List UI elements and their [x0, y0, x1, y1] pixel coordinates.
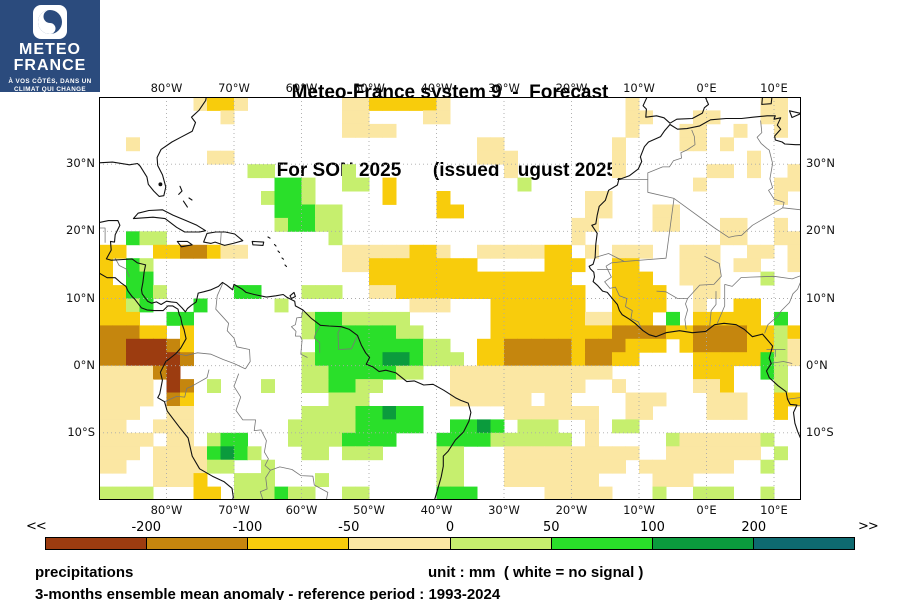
colorbar-right-arrow: >> — [858, 519, 879, 534]
lat-label-left: 30°N — [66, 156, 95, 171]
lon-label-top: 0°E — [696, 81, 717, 95]
variable-label: precipitations — [35, 564, 134, 581]
lat-label-left: 20°N — [66, 223, 95, 238]
lat-label-right: 10°S — [806, 424, 834, 439]
meteo-france-icon — [0, 4, 100, 44]
colorbar-segment-3 — [349, 538, 451, 549]
lon-label-bottom: 10°E — [760, 503, 788, 517]
colorbar-segment-5 — [551, 538, 653, 549]
lon-label-bottom: 30°W — [488, 503, 520, 517]
logo-brand-line1: METEO — [19, 41, 81, 58]
coastlines — [99, 97, 801, 500]
colorbar-tick-label: 200 — [741, 520, 767, 535]
colorbar-tick-label: -200 — [131, 520, 162, 535]
colorbar-tick-label: -50 — [338, 520, 360, 535]
lon-label-top: 50°W — [353, 81, 385, 95]
colorbar-segment-4 — [450, 538, 552, 549]
lon-label-bottom: 0°E — [696, 503, 717, 517]
lat-label-right: 0°N — [806, 357, 828, 372]
lon-label-bottom: 50°W — [353, 503, 385, 517]
colorbar-tick-label: -100 — [232, 520, 263, 535]
forecast-anomaly-map — [99, 97, 801, 500]
colorbar-left-arrow: << — [26, 519, 47, 534]
lon-label-bottom: 20°W — [555, 503, 588, 517]
lon-label-top: 70°W — [218, 81, 250, 95]
lat-label-left: 10°N — [66, 290, 95, 305]
lon-label-top: 20°W — [555, 81, 588, 95]
lat-label-right: 30°N — [806, 156, 835, 171]
map-title-line2: For SON 2025 (issued August 2025) — [276, 160, 624, 181]
country-borders — [99, 120, 801, 500]
lon-label-bottom: 40°W — [420, 503, 453, 517]
lon-label-bottom: 70°W — [218, 503, 250, 517]
unit-label: unit : mm ( white = no signal ) — [428, 564, 644, 581]
logo-tagline-line2: CLIMAT QUI CHANGE — [13, 85, 87, 93]
lon-label-top: 10°E — [760, 81, 788, 95]
colorbar-tick-label: 0 — [445, 520, 455, 535]
lat-label-right: 10°N — [806, 290, 835, 305]
colorbar-tick-label: 100 — [640, 520, 665, 535]
meteo-france-logo: METEO FRANCE À VOS CÔTÉS, DANS UN CLIMAT… — [0, 0, 100, 93]
lon-label-top: 40°W — [420, 81, 453, 95]
colorbar-segment-7 — [753, 538, 854, 549]
colorbar-tick-label: 50 — [542, 520, 560, 535]
lon-label-top: 60°W — [285, 81, 318, 95]
lat-label-left: 10°S — [67, 424, 95, 439]
lat-label-right: 20°N — [806, 223, 835, 238]
anomaly-cells — [99, 97, 801, 500]
logo-tagline-line1: À VOS CÔTÉS, DANS UN — [8, 78, 92, 85]
colorbar-segment-2 — [248, 538, 350, 549]
colorbar-segment-1 — [147, 538, 249, 549]
lat-label-left: 0°N — [73, 357, 95, 372]
lon-label-bottom: 80°W — [150, 503, 183, 517]
lon-label-bottom: 60°W — [285, 503, 318, 517]
reference-label: 3-months ensemble mean anomaly - referen… — [35, 586, 501, 600]
colorbar — [45, 537, 855, 550]
lon-label-bottom: 10°W — [623, 503, 655, 517]
lon-label-top: 10°W — [623, 81, 655, 95]
lon-label-top: 80°W — [150, 81, 183, 95]
colorbar-segment-6 — [652, 538, 754, 549]
logo-brand-line2: FRANCE — [13, 57, 87, 74]
map-canvas — [99, 97, 801, 500]
lon-label-top: 30°W — [488, 81, 520, 95]
colorbar-segment-0 — [46, 538, 148, 549]
